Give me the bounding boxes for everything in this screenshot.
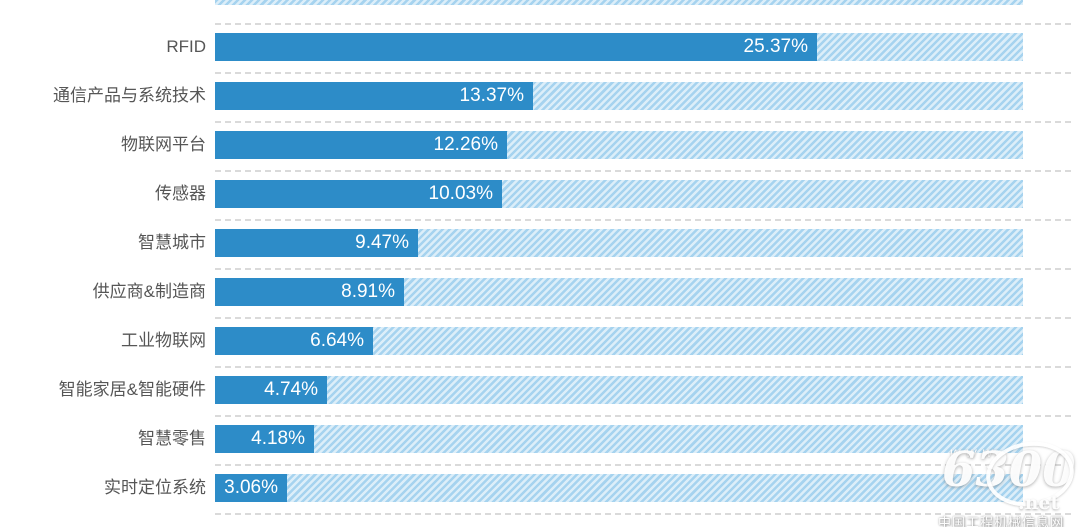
category-label: 物联网平台	[121, 135, 206, 154]
grid-line	[215, 317, 1074, 319]
grid-line	[215, 464, 1074, 466]
bar-row: 工业物联网 6.64%	[0, 317, 1080, 366]
bar-fill: 25.37%	[215, 33, 817, 61]
category-label: RFID	[166, 37, 206, 56]
grid-line	[215, 268, 1074, 270]
value-label: 12.26%	[433, 134, 498, 155]
value-label: 8.91%	[341, 281, 395, 302]
bar-track: 12.26%	[215, 131, 1023, 159]
value-label: 4.74%	[264, 379, 318, 400]
bar-track: 4.74%	[215, 376, 1023, 404]
bar-fill: 10.03%	[215, 180, 502, 208]
category-label: 供应商&制造商	[92, 282, 206, 301]
category-label: 通信产品与系统技术	[53, 86, 206, 105]
category-label: 工业物联网	[121, 331, 206, 350]
grid-line	[215, 219, 1074, 221]
bar-fill: 3.06%	[215, 474, 287, 502]
bar-fill: 4.18%	[215, 425, 314, 453]
bar-row: 供应商&制造商 8.91%	[0, 268, 1080, 317]
grid-line	[215, 121, 1074, 123]
value-label: 3.06%	[224, 477, 278, 498]
bar-track: 13.37%	[215, 82, 1023, 110]
grid-line	[215, 513, 1074, 515]
value-label: 13.37%	[459, 85, 524, 106]
bar-fill: 4.74%	[215, 376, 327, 404]
bar-row: 通信产品与系统技术 13.37%	[0, 72, 1080, 121]
category-label: 智慧城市	[138, 233, 206, 252]
bar-track: 4.18%	[215, 425, 1023, 453]
bar-fill: 9.47%	[215, 229, 418, 257]
bar-track: 10.03%	[215, 180, 1023, 208]
bar-track: 25.37%	[215, 33, 1023, 61]
bar-fill: 12.26%	[215, 131, 507, 159]
bar-track: 8.91%	[215, 278, 1023, 306]
value-label: 6.64%	[310, 330, 364, 351]
grid-line	[215, 72, 1074, 74]
category-label: 传感器	[155, 184, 206, 203]
value-label: 4.18%	[251, 428, 305, 449]
category-label: 实时定位系统	[104, 478, 206, 497]
bar-row: 传感器 10.03%	[0, 170, 1080, 219]
bar-fill: 8.91%	[215, 278, 404, 306]
bar-track: 3.06%	[215, 474, 1023, 502]
bar-row: 智慧城市 9.47%	[0, 219, 1080, 268]
bar-row: 物联网平台 12.26%	[0, 121, 1080, 170]
category-label: 智慧零售	[138, 429, 206, 448]
bar-track: 6.64%	[215, 327, 1023, 355]
value-label: 10.03%	[428, 183, 493, 204]
grid-line	[215, 23, 1074, 25]
bar-track: 9.47%	[215, 229, 1023, 257]
value-label: 9.47%	[355, 232, 409, 253]
grid-line	[215, 415, 1074, 417]
grid-line	[215, 170, 1074, 172]
bar-row: 智能家居&智能硬件 4.74%	[0, 366, 1080, 415]
value-label: 25.37%	[743, 36, 808, 57]
bar-fill: 6.64%	[215, 327, 373, 355]
category-label: 智能家居&智能硬件	[58, 380, 206, 399]
chart-rows: RFID 25.37% 通信产品与系统技术 13.37% 物联网平台 12.26…	[0, 23, 1080, 513]
bar-row: 智慧零售 4.18%	[0, 415, 1080, 464]
bar-fill: 13.37%	[215, 82, 533, 110]
bar-row: RFID 25.37%	[0, 23, 1080, 72]
bar-row: 实时定位系统 3.06%	[0, 464, 1080, 513]
grid-line	[215, 366, 1074, 368]
cropped-top-bar-track	[215, 0, 1023, 5]
